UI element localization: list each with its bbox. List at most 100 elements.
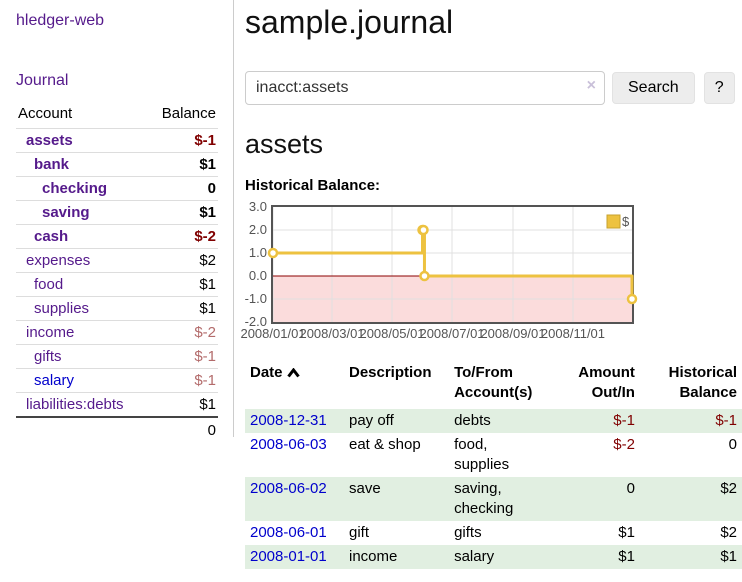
sidebar-total-balance: 0: [16, 416, 218, 442]
sidebar-header-account: Account: [18, 105, 73, 122]
sidebar-account-balance: $1: [199, 204, 216, 221]
balance-chart: 3.0 2.0 1.0 0.0 -1.0 -2.02008/01/012008/03/01…: [240, 199, 638, 341]
svg-text:2.0: 2.0: [249, 222, 267, 237]
sidebar-account-row: bank $1: [16, 152, 218, 177]
transaction-amount: $-2: [613, 436, 635, 453]
sidebar-account-link-salary[interactable]: salary: [34, 372, 75, 389]
sidebar-account-link-expenses[interactable]: expenses: [26, 252, 91, 269]
sidebar-account-link-supplies[interactable]: supplies: [34, 300, 90, 317]
register-header-balance: Historical Balance: [668, 364, 737, 401]
transaction-amount: $1: [618, 548, 635, 565]
register-body: 2008-12-31 pay off debts $-1 $-1 2008-06-03 ea…: [245, 409, 742, 569]
sidebar-account-balance: $1: [199, 276, 216, 293]
svg-text:$: $: [622, 214, 630, 229]
svg-text:1.0: 1.0: [249, 245, 267, 260]
transaction-date-link[interactable]: 2008-06-02: [250, 480, 327, 497]
sidebar-account-link-gifts[interactable]: gifts: [34, 348, 62, 365]
sidebar-item-journal[interactable]: Journal: [16, 72, 69, 89]
sidebar-account-balance: $1: [199, 396, 216, 413]
svg-text:3.0: 3.0: [249, 199, 267, 214]
sidebar-accounts-body: assets $-1 bank $1 checking 0 saving $1 cash $-2 e…: [16, 128, 218, 418]
register-row: 2008-12-31 pay off debts $-1 $-1: [245, 409, 742, 433]
sidebar-divider: [233, 0, 234, 437]
svg-text:-2.0: -2.0: [245, 314, 267, 329]
transaction-date-link[interactable]: 2008-12-31: [250, 412, 327, 429]
transaction-accounts: saving, checking: [454, 480, 514, 517]
transaction-balance: $2: [720, 524, 737, 541]
sidebar-account-row: food $1: [16, 272, 218, 297]
register-header-description: Description: [348, 364, 432, 381]
sidebar-account-balance: $-1: [194, 348, 216, 365]
search-button[interactable]: Search: [612, 72, 695, 104]
sidebar-account-row: liabilities:debts $1: [16, 392, 218, 418]
transaction-date-link[interactable]: 2008-06-01: [250, 524, 327, 541]
sidebar: hledger-web Journal Account Balance asse…: [0, 0, 232, 442]
sidebar-account-row: salary $-1: [16, 368, 218, 393]
transaction-amount: $-1: [613, 412, 635, 429]
transaction-date-link[interactable]: 2008-06-03: [250, 436, 327, 453]
transaction-balance: $2: [720, 480, 737, 497]
transaction-description: save: [348, 480, 381, 497]
sidebar-account-row: gifts $-1: [16, 344, 218, 369]
register-header-row: Date Description To/From Account(s) Amou…: [245, 361, 742, 409]
svg-text:0.0: 0.0: [249, 268, 267, 283]
page-title: sample.journal: [245, 4, 454, 40]
sidebar-account-balance: $-1: [194, 132, 216, 149]
sidebar-account-balance: $1: [199, 300, 216, 317]
historical-balance-chart: 3.0 2.0 1.0 0.0 -1.0 -2.0 2008/01/01 2008/03/01…: [240, 199, 742, 347]
sidebar-account-row: cash $-2: [16, 224, 218, 249]
transaction-description: pay off: [348, 412, 394, 429]
register-table: Date Description To/From Account(s) Amou…: [245, 361, 742, 569]
svg-text:-1.0: -1.0: [245, 291, 267, 306]
svg-text:2008/01/01: 2008/01/01: [240, 326, 305, 341]
main-panel: sample.journal × Search ? assets Histori…: [240, 0, 742, 569]
sidebar-account-link-cash[interactable]: cash: [34, 228, 69, 245]
transaction-date-link[interactable]: 2008-01-01: [250, 548, 327, 565]
sidebar-account-balance: $-2: [194, 324, 216, 341]
transaction-accounts: debts: [454, 412, 491, 429]
sidebar-account-row: assets $-1: [16, 128, 218, 153]
sidebar-account-link-checking[interactable]: checking: [42, 180, 108, 197]
sidebar-account-link-liabilities-debts[interactable]: liabilities:debts: [26, 396, 124, 413]
svg-text:2008/07/01: 2008/07/01: [419, 326, 484, 341]
register-row: 2008-06-02 save saving, checking 0 $2: [245, 477, 742, 521]
transaction-accounts: food, supplies: [454, 436, 510, 473]
app-brand-link[interactable]: hledger-web: [16, 12, 105, 29]
sidebar-account-balance: $-2: [194, 228, 216, 245]
sidebar-account-balance: 0: [207, 180, 216, 197]
search-input[interactable]: [245, 71, 605, 105]
sidebar-accounts-table: Account Balance assets $-1 bank $1 checking 0…: [16, 102, 218, 442]
search-bar: × Search ?: [245, 71, 742, 105]
sidebar-account-link-assets[interactable]: assets: [26, 132, 73, 149]
register-header-amount: Amount Out/In: [578, 364, 635, 401]
transaction-balance: 0: [728, 436, 737, 453]
sidebar-account-link-income[interactable]: income: [26, 324, 75, 341]
sidebar-account-balance: $2: [199, 252, 216, 269]
register-row: 2008-01-01 income salary $1 $1: [245, 545, 742, 569]
transaction-accounts: gifts: [454, 524, 482, 541]
help-button[interactable]: ?: [703, 72, 735, 104]
svg-text:2008/05/01: 2008/05/01: [359, 326, 424, 341]
transaction-amount: 0: [626, 480, 635, 497]
sidebar-account-row: supplies $1: [16, 296, 218, 321]
register-row: 2008-06-03 eat & shop food, supplies $-2 0: [245, 433, 742, 477]
sidebar-account-link-food[interactable]: food: [34, 276, 64, 293]
sidebar-account-row: saving $1: [16, 200, 218, 225]
transaction-amount: $1: [618, 524, 635, 541]
register-header-accounts: To/From Account(s): [454, 364, 533, 401]
account-heading: assets: [245, 129, 324, 159]
register-header-date: Date: [245, 361, 344, 409]
sidebar-account-row: expenses $2: [16, 248, 218, 273]
transaction-balance: $1: [720, 548, 737, 565]
sidebar-account-balance: $-1: [194, 372, 216, 389]
sidebar-account-balance: $1: [199, 156, 216, 173]
svg-text:2008/11/01: 2008/11/01: [541, 326, 605, 341]
chevron-up-icon: [286, 364, 300, 384]
chart-title: Historical Balance:: [245, 177, 381, 194]
svg-text:2008/03/01: 2008/03/01: [299, 326, 364, 341]
clear-search-icon[interactable]: ×: [586, 77, 596, 94]
transaction-description: eat & shop: [348, 436, 421, 453]
sidebar-account-link-bank[interactable]: bank: [34, 156, 70, 173]
sidebar-total-row: 0: [16, 416, 218, 442]
sidebar-account-link-saving[interactable]: saving: [42, 204, 90, 221]
